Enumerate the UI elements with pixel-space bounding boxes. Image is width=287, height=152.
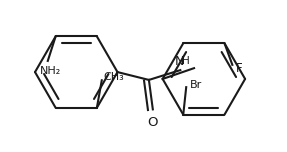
Text: N: N	[174, 55, 184, 68]
Text: O: O	[148, 116, 158, 129]
Text: NH₂: NH₂	[40, 66, 61, 76]
Text: CH₃: CH₃	[104, 72, 125, 82]
Text: F: F	[236, 62, 243, 75]
Text: H: H	[182, 56, 190, 66]
Text: Br: Br	[190, 80, 202, 90]
